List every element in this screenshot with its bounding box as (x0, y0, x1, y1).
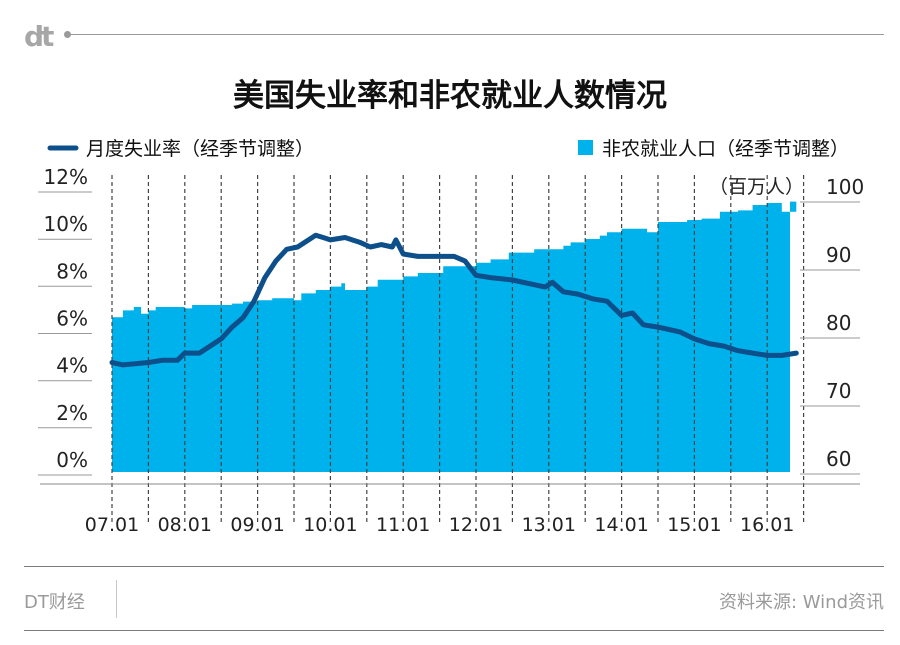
legend-square-marker (578, 140, 593, 155)
x-tick-label: 14.01 (594, 514, 648, 536)
footer-separator (116, 580, 117, 618)
x-tick-label: 12.01 (449, 514, 503, 536)
brand-rule (66, 34, 884, 35)
y-right-tick-label: 70 (826, 379, 851, 403)
y-right-tick-label: 90 (826, 243, 851, 267)
y-right-tick-label: 60 (826, 447, 851, 471)
employment-area (112, 201, 797, 472)
y-right-tick-label: 80 (826, 311, 851, 335)
footer-source: 资料来源: Wind资讯 (718, 592, 884, 613)
y-left-tick-label: 10% (44, 212, 88, 236)
y-left-tick-label: 0% (56, 448, 88, 472)
unemployment-line (109, 232, 799, 368)
chart-title: 美国失业率和非农就业人数情况 (233, 78, 667, 114)
x-tick-label: 10.01 (303, 514, 357, 536)
y-left-tick-label: 4% (56, 354, 88, 378)
legend-label-unemployment: 月度失业率（经季节调整） (86, 138, 314, 160)
y-right-unit-label: （百万人） (709, 176, 804, 198)
x-tick-label: 08.01 (158, 514, 212, 536)
brand-logo: dt (24, 20, 54, 53)
x-tick-label: 11.01 (376, 514, 430, 536)
footer-rule-top (24, 566, 884, 567)
y-left-tick-label: 6% (56, 307, 88, 331)
footer-rule-bottom (24, 630, 884, 631)
y-left-tick-label: 8% (56, 259, 88, 283)
x-tick-label: 09.01 (230, 514, 284, 536)
footer-brand: DT财经 (24, 592, 85, 613)
y-left-tick-label: 12% (44, 165, 88, 189)
x-tick-label: 07.01 (85, 514, 139, 536)
legend-label-employment: 非农就业人口（经季节调整） (602, 138, 849, 160)
x-tick-label: 16.01 (740, 514, 794, 536)
y-right-tick-label: 100 (826, 175, 864, 199)
x-tick-label: 15.01 (667, 514, 721, 536)
y-left-tick-label: 2% (56, 401, 88, 425)
x-tick-label: 13.01 (522, 514, 576, 536)
